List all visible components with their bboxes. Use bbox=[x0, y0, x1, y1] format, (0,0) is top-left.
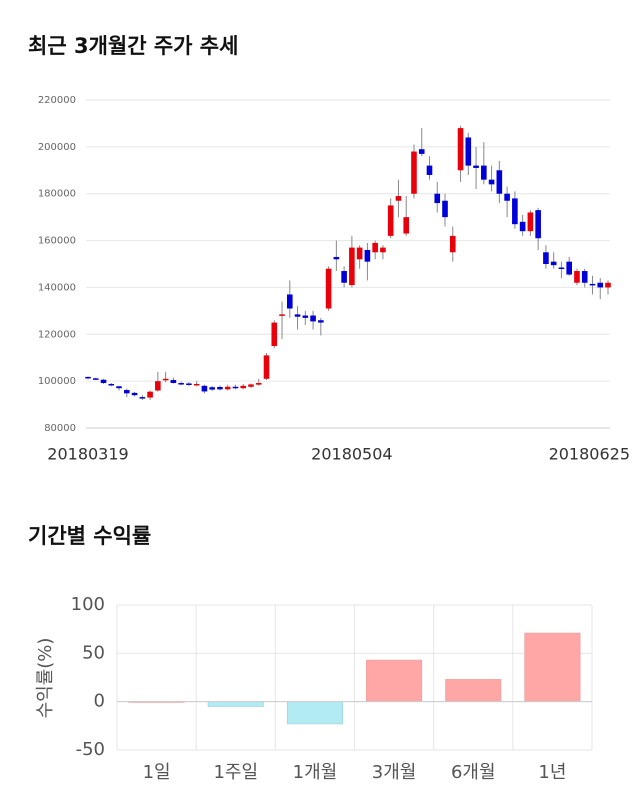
candle-body bbox=[364, 249, 371, 262]
candle-body bbox=[481, 165, 487, 180]
candle-body bbox=[302, 315, 309, 318]
bar bbox=[445, 679, 502, 702]
x-tick-label: 3개월 bbox=[372, 762, 417, 783]
chart-title: 기간별 수익률 bbox=[28, 524, 151, 548]
candle-body bbox=[449, 235, 456, 253]
candle-body bbox=[232, 386, 239, 389]
candle-body bbox=[294, 314, 301, 317]
candle-body bbox=[255, 383, 262, 385]
x-tick-label: 6개월 bbox=[451, 762, 496, 783]
candle-body bbox=[574, 271, 580, 283]
y-tick-label: 100000 bbox=[38, 376, 76, 387]
chart-title: 최근 3개월간 주가 추세 bbox=[28, 34, 238, 58]
candle-body bbox=[465, 137, 472, 166]
candle-body bbox=[248, 384, 254, 387]
y-tick-label: 100 bbox=[71, 594, 105, 615]
candle-body bbox=[349, 247, 355, 286]
candle-body bbox=[411, 151, 417, 194]
y-tick-label: 200000 bbox=[38, 142, 76, 153]
candle-body bbox=[341, 271, 347, 283]
x-tick-label: 20180319 bbox=[47, 445, 128, 464]
candle-body bbox=[209, 387, 215, 390]
candle-body bbox=[155, 381, 161, 391]
candle-body bbox=[310, 315, 316, 322]
candle-body bbox=[372, 242, 378, 253]
candle-body bbox=[271, 322, 278, 346]
candle-body bbox=[442, 200, 448, 218]
candle-body bbox=[193, 383, 200, 386]
candle-body bbox=[201, 385, 208, 392]
candle-body bbox=[426, 165, 433, 175]
candle-body bbox=[286, 294, 293, 309]
candle-body bbox=[488, 179, 495, 185]
candle-body bbox=[139, 397, 146, 399]
candle-body bbox=[85, 376, 91, 379]
candle-body bbox=[263, 355, 270, 379]
candle-body bbox=[512, 198, 518, 225]
x-tick-label: 1개월 bbox=[293, 762, 338, 783]
candle-body bbox=[333, 256, 340, 260]
x-tick-label: 20180625 bbox=[549, 445, 630, 464]
candle-body bbox=[589, 283, 596, 286]
candle-body bbox=[418, 149, 425, 154]
candle-body bbox=[100, 379, 107, 384]
candle-body bbox=[566, 261, 572, 275]
x-tick-label: 1주일 bbox=[213, 762, 258, 783]
candle-body bbox=[581, 271, 588, 283]
bar bbox=[207, 701, 264, 707]
candle-body bbox=[124, 390, 130, 394]
y-tick-label: -50 bbox=[76, 739, 105, 760]
y-tick-label: 50 bbox=[82, 642, 105, 663]
y-tick-label: 120000 bbox=[38, 329, 76, 340]
candle-body bbox=[535, 210, 541, 239]
candle-body bbox=[224, 386, 231, 390]
candle-body bbox=[550, 261, 557, 266]
candle-body bbox=[496, 170, 503, 194]
candle-body bbox=[558, 267, 565, 270]
candle-body bbox=[434, 193, 441, 204]
candle-body bbox=[92, 378, 99, 380]
y-tick-label: 220000 bbox=[38, 95, 76, 106]
bar bbox=[286, 701, 343, 725]
y-tick-label: 0 bbox=[94, 691, 105, 712]
y-axis-label: 수익률(%) bbox=[35, 638, 56, 719]
candle-body bbox=[403, 217, 410, 234]
x-tick-label: 1년 bbox=[538, 762, 566, 783]
candle-body bbox=[395, 196, 402, 201]
candle-body bbox=[279, 314, 285, 316]
candle-body bbox=[186, 383, 192, 385]
x-tick-label: 20180504 bbox=[311, 445, 392, 464]
candle-body bbox=[178, 383, 184, 385]
x-tick-label: 1일 bbox=[143, 762, 171, 783]
candle-body bbox=[217, 387, 223, 390]
candle-body bbox=[170, 379, 177, 384]
candle-body bbox=[162, 378, 169, 381]
candle-body bbox=[318, 320, 324, 323]
y-tick-label: 80000 bbox=[44, 423, 76, 434]
candle-body bbox=[519, 221, 526, 232]
bar bbox=[366, 659, 423, 702]
bar bbox=[524, 632, 581, 702]
candle-body bbox=[387, 205, 394, 236]
y-tick-label: 140000 bbox=[38, 282, 76, 293]
candle-body bbox=[116, 386, 122, 389]
y-tick-label: 160000 bbox=[38, 236, 76, 247]
candle-body bbox=[543, 252, 549, 264]
candle-body bbox=[597, 282, 604, 288]
candle-body bbox=[504, 193, 510, 201]
candle-body bbox=[457, 128, 464, 171]
candle-body bbox=[605, 282, 611, 288]
candle-body bbox=[473, 165, 479, 168]
candle-body bbox=[527, 212, 534, 232]
candle-body bbox=[325, 268, 332, 309]
candle-body bbox=[108, 383, 115, 386]
candle-body bbox=[131, 392, 138, 396]
candle-body bbox=[356, 247, 363, 260]
y-tick-label: 180000 bbox=[38, 189, 76, 200]
candle-body bbox=[147, 391, 153, 398]
candle-body bbox=[240, 385, 247, 389]
candle-body bbox=[380, 247, 386, 253]
